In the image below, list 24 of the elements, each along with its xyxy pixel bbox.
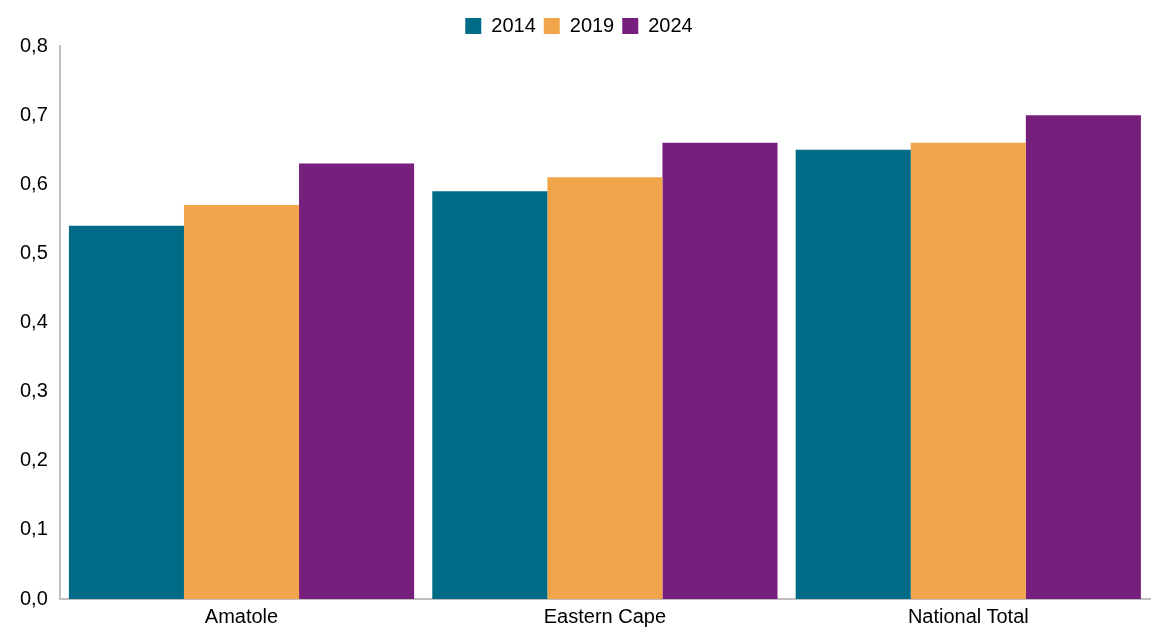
bar	[183, 204, 300, 599]
legend-label: 2014	[491, 13, 536, 36]
bar	[432, 191, 548, 599]
y-tick-label: 0,4	[19, 310, 48, 333]
x-tick-label: Amatole	[204, 604, 279, 627]
y-tick-label: 0,8	[19, 33, 48, 56]
y-tick-label: 0,7	[19, 102, 48, 125]
bar	[910, 142, 1026, 599]
y-tick-label: 0,6	[19, 171, 48, 194]
legend-label: 2024	[648, 13, 693, 36]
bar	[547, 177, 663, 599]
x-tick-label: National Total	[907, 604, 1029, 627]
bar	[662, 142, 778, 599]
y-tick-label: 0,1	[19, 517, 48, 540]
y-tick-label: 0,0	[19, 586, 48, 609]
x-tick-label: Eastern Cape	[543, 604, 667, 627]
bar	[299, 163, 415, 599]
y-tick-label: 0,5	[19, 240, 48, 263]
bar	[68, 225, 184, 599]
bar	[1025, 115, 1141, 599]
y-tick-label: 0,3	[19, 379, 48, 402]
y-tick-label: 0,2	[19, 448, 48, 471]
bar	[795, 149, 911, 599]
legend-label: 2019	[569, 13, 615, 36]
